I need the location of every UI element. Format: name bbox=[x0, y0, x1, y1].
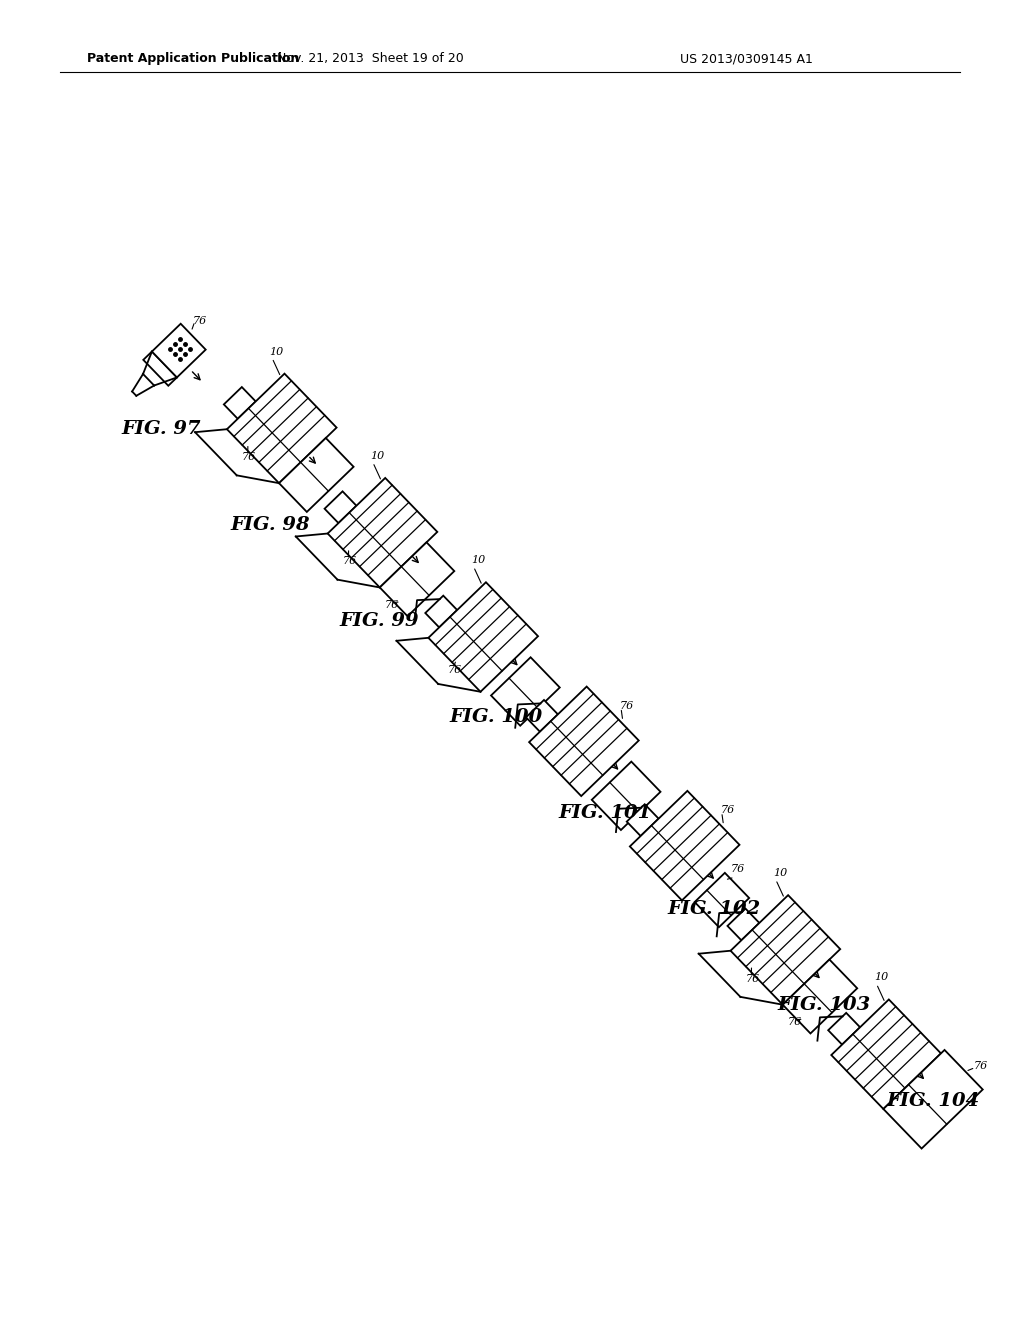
Bar bbox=[227, 374, 337, 483]
Text: 76: 76 bbox=[242, 453, 256, 462]
Bar bbox=[152, 323, 206, 378]
Text: 76: 76 bbox=[620, 701, 634, 710]
Text: 76: 76 bbox=[787, 1016, 802, 1027]
Bar bbox=[328, 478, 437, 587]
Bar bbox=[831, 999, 941, 1109]
Bar bbox=[380, 543, 455, 616]
Text: 10: 10 bbox=[471, 556, 485, 565]
Bar bbox=[627, 804, 658, 836]
Bar bbox=[526, 700, 558, 731]
Bar bbox=[224, 387, 256, 418]
Text: US 2013/0309145 A1: US 2013/0309145 A1 bbox=[680, 51, 813, 65]
Text: 76: 76 bbox=[193, 317, 207, 326]
Bar bbox=[730, 895, 841, 1005]
Text: 76: 76 bbox=[721, 805, 734, 814]
Bar bbox=[492, 657, 560, 726]
Text: FIG. 100: FIG. 100 bbox=[450, 709, 543, 726]
Bar bbox=[592, 762, 660, 830]
Text: 10: 10 bbox=[370, 451, 384, 461]
Text: 76: 76 bbox=[384, 599, 398, 610]
Text: Nov. 21, 2013  Sheet 19 of 20: Nov. 21, 2013 Sheet 19 of 20 bbox=[276, 51, 464, 65]
Text: 76: 76 bbox=[731, 865, 744, 874]
Bar bbox=[727, 908, 760, 940]
Bar bbox=[425, 595, 457, 627]
Bar bbox=[428, 582, 538, 692]
Text: 76: 76 bbox=[974, 1061, 987, 1071]
Text: 10: 10 bbox=[873, 973, 888, 982]
Text: FIG. 104: FIG. 104 bbox=[887, 1092, 980, 1110]
Text: FIG. 103: FIG. 103 bbox=[777, 997, 870, 1014]
Text: 76: 76 bbox=[447, 665, 462, 675]
Bar bbox=[884, 1049, 983, 1148]
Text: FIG. 99: FIG. 99 bbox=[340, 612, 420, 630]
Bar bbox=[828, 1012, 860, 1044]
Bar bbox=[782, 960, 857, 1034]
Text: 10: 10 bbox=[773, 869, 787, 878]
Text: FIG. 102: FIG. 102 bbox=[668, 900, 761, 919]
Text: FIG. 101: FIG. 101 bbox=[558, 804, 651, 822]
Bar bbox=[143, 351, 177, 385]
Text: FIG. 97: FIG. 97 bbox=[121, 420, 201, 438]
Text: 10: 10 bbox=[269, 347, 284, 356]
Text: Patent Application Publication: Patent Application Publication bbox=[87, 51, 299, 65]
Text: 76: 76 bbox=[745, 974, 760, 983]
Bar bbox=[630, 791, 739, 900]
Text: 76: 76 bbox=[343, 557, 357, 566]
Bar bbox=[280, 438, 353, 512]
Bar bbox=[529, 686, 639, 796]
Text: FIG. 98: FIG. 98 bbox=[230, 516, 310, 535]
Bar bbox=[325, 491, 356, 523]
Bar bbox=[694, 873, 750, 927]
